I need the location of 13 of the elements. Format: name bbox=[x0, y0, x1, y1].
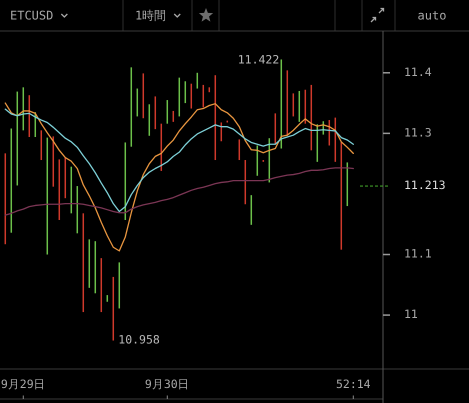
annotation: auto bbox=[418, 8, 446, 22]
x-tick-label: 52:14 bbox=[336, 377, 371, 392]
y-tick-label: 11.4 bbox=[404, 64, 432, 79]
y-tick-label: 11.1 bbox=[404, 246, 432, 261]
x-tick-label: 9月30日 bbox=[144, 377, 190, 392]
subtitle: 1時間 bbox=[135, 8, 166, 22]
y-tick-label: 11.3 bbox=[404, 126, 432, 140]
title: ETCUSD bbox=[10, 8, 54, 22]
y-tick-label: 11 bbox=[404, 307, 418, 322]
annotation: 10.958 bbox=[118, 332, 160, 347]
annotation: 11.422 bbox=[238, 52, 280, 67]
price-label: 11.213 bbox=[404, 178, 446, 192]
x-tick-label: 9月29日 bbox=[0, 377, 46, 392]
